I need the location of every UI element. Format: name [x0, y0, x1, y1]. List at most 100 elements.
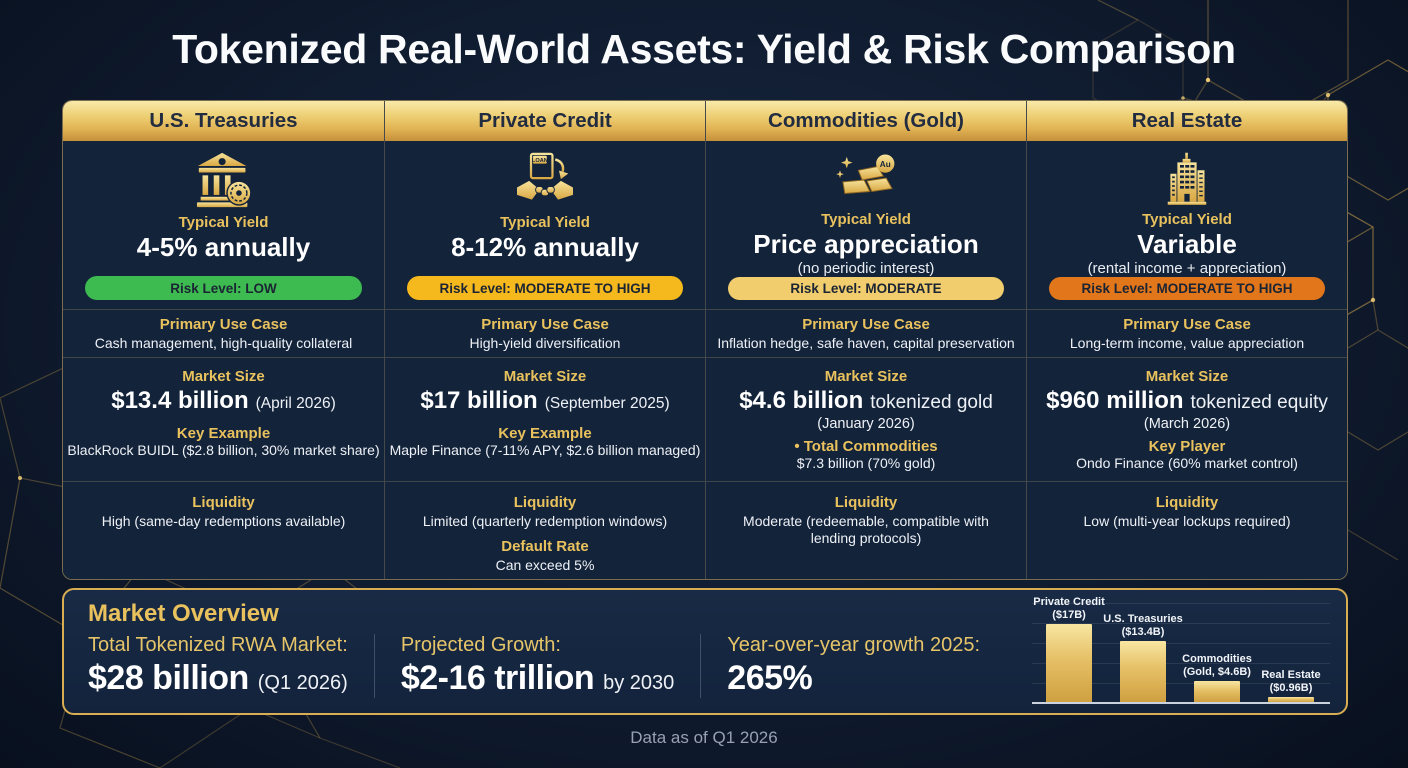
- market-size-value: $960 million: [1046, 387, 1184, 414]
- yield-value: 8-12% annually: [451, 232, 639, 262]
- column-title: Real Estate: [1131, 109, 1243, 132]
- market-size-date: (March 2026): [1143, 416, 1231, 432]
- column-header: Private Credit: [385, 101, 705, 141]
- building-icon: [1159, 151, 1215, 206]
- yield-note: (rental income + appreciation): [1087, 260, 1287, 278]
- stat-suffix: by 2030: [603, 672, 675, 694]
- column-real-estate: Real Estate: [1026, 101, 1347, 579]
- use-case-label: Primary Use Case: [802, 315, 930, 333]
- footer-note: Data as of Q1 2026: [630, 728, 778, 747]
- use-case-text: Long-term income, value appreciation: [1069, 334, 1305, 351]
- chart-bars: Private Credit ($17B) U.S. Treasuries ($13.…: [1032, 596, 1330, 704]
- typical-yield-label: Typical Yield: [1142, 211, 1232, 229]
- market-overview-title: Market Overview: [88, 600, 279, 627]
- chart-bar: [1268, 697, 1314, 702]
- column-header: Commodities (Gold): [706, 101, 1026, 141]
- risk-badge: Risk Level: LOW: [85, 276, 362, 300]
- use-case-cell: Primary Use Case Long-term income, value…: [1027, 309, 1347, 357]
- use-case-label: Primary Use Case: [1123, 315, 1251, 333]
- use-case-label: Primary Use Case: [481, 315, 609, 333]
- chart-bar-label: Private Credit ($17B): [1033, 596, 1105, 622]
- liquidity-text: Limited (quarterly redemption windows): [422, 513, 668, 529]
- yield-cell: LOAN Typical Yield 8-12% annually Risk: [385, 141, 705, 309]
- column-title: Commodities (Gold): [768, 109, 964, 132]
- stat-label: Projected Growth:: [400, 634, 561, 656]
- market-size-date: (September 2025): [544, 395, 670, 412]
- use-case-text: Cash management, high-quality collateral: [94, 334, 353, 351]
- liquidity-text: Moderate (redeemable, compatible with le…: [743, 513, 989, 546]
- yield-value: Variable: [1137, 229, 1237, 260]
- market-size-label: Market Size: [182, 368, 265, 385]
- market-size-bar-chart: Private Credit ($17B) U.S. Treasuries ($13.…: [1032, 596, 1330, 704]
- stat-projected-growth: Projected Growth: $2-16 trillion by 2030: [400, 634, 702, 698]
- yield-value: 4-5% annually: [136, 232, 311, 262]
- market-size-qualifier: tokenized gold: [870, 392, 993, 413]
- stat-value: 265%: [727, 659, 813, 697]
- key-example-text: BlackRock BUIDL ($2.8 billion, 30% marke…: [67, 442, 380, 458]
- chart-bar-group: Private Credit ($17B): [1032, 596, 1106, 702]
- market-size-label: Market Size: [503, 368, 587, 385]
- liquidity-label: Liquidity: [1155, 494, 1219, 511]
- key-player-label: Key Player: [1148, 438, 1226, 455]
- total-commodities-label: • Total Commodities: [794, 438, 938, 455]
- chart-bar-group: U.S. Treasuries ($13.4B): [1103, 612, 1183, 702]
- yield-value: Price appreciation: [753, 229, 979, 260]
- typical-yield-label: Typical Yield: [500, 214, 590, 231]
- default-rate-text: Can exceed 5%: [495, 556, 595, 573]
- column-title: Private Credit: [478, 109, 612, 132]
- liquidity-label: Liquidity: [192, 494, 255, 511]
- column-title: U.S. Treasuries: [149, 109, 298, 132]
- key-example-label: Key Example: [498, 425, 592, 442]
- stat-total-market: Total Tokenized RWA Market: $28 billion …: [88, 634, 375, 698]
- typical-yield-label: Typical Yield: [821, 211, 911, 229]
- stat-label: Total Tokenized RWA Market:: [88, 634, 348, 656]
- use-case-cell: Primary Use Case Cash management, high-q…: [63, 309, 384, 357]
- chart-bar-group: Commodities (Gold, $4.6B): [1180, 653, 1254, 702]
- chart-bar: [1046, 624, 1092, 702]
- total-commodities-text: $7.3 billion (70% gold): [796, 455, 936, 471]
- handshake-loan-icon: LOAN: [515, 151, 575, 209]
- market-size-cell: Market Size $13.4 billion (April 2026) K…: [63, 357, 384, 481]
- stat-label: Year-over-year growth 2025:: [727, 634, 981, 656]
- use-case-text: Inflation hedge, safe haven, capital pre…: [717, 334, 1015, 351]
- stat-yoy-growth: Year-over-year growth 2025: 265%: [727, 634, 1006, 698]
- chart-bar-group: Real Estate ($0.96B): [1254, 669, 1328, 702]
- chart-bar-label: Real Estate ($0.96B): [1261, 669, 1321, 695]
- liquidity-cell: Liquidity Low (multi-year lockups requir…: [1027, 481, 1347, 579]
- column-us-treasuries: U.S. Treasuries Typical Y: [63, 101, 384, 579]
- page-title: Tokenized Real-World Assets: Yield & Ris…: [172, 26, 1236, 72]
- key-example-label: Key Example: [176, 425, 271, 442]
- svg-text:LOAN: LOAN: [532, 158, 548, 164]
- key-player-text: Ondo Finance (60% market control): [1076, 455, 1298, 471]
- market-overview-panel: Market Overview Total Tokenized RWA Mark…: [62, 588, 1348, 715]
- market-size-label: Market Size: [1145, 368, 1229, 385]
- comparison-table: U.S. Treasuries Typical Y: [62, 100, 1348, 580]
- risk-badge: Risk Level: MODERATE: [728, 277, 1004, 300]
- yield-cell: Typical Yield Variable (rental income + …: [1027, 141, 1347, 309]
- market-size-qualifier: tokenized equity: [1190, 392, 1328, 413]
- liquidity-text: High (same-day redemptions available): [101, 513, 346, 529]
- market-overview-stats: Total Tokenized RWA Market: $28 billion …: [88, 634, 1032, 698]
- gold-bars-icon: Au: [835, 151, 897, 206]
- column-header: Real Estate: [1027, 101, 1347, 141]
- chart-bar: [1194, 680, 1240, 702]
- column-commodities-gold: Commodities (Gold) Au Typical Yield Pric…: [705, 101, 1026, 579]
- market-size-label: Market Size: [824, 368, 908, 385]
- liquidity-text: Low (multi-year lockups required): [1083, 513, 1291, 529]
- svg-text:Au: Au: [880, 159, 891, 168]
- yield-cell: Au Typical Yield Price appreciation (no …: [706, 141, 1026, 309]
- market-size-cell: Market Size $4.6 billion tokenized gold …: [706, 357, 1026, 481]
- market-size-date: (April 2026): [255, 395, 336, 412]
- market-size-value: $4.6 billion: [739, 387, 864, 414]
- bank-icon: [194, 151, 254, 209]
- column-private-credit: Private Credit LOAN: [384, 101, 705, 579]
- key-example-text: Maple Finance (7-11% APY, $2.6 billion m…: [389, 442, 701, 458]
- yield-note: (no periodic interest): [797, 260, 935, 278]
- yield-cell: Typical Yield 4-5% annually Risk Level: …: [63, 141, 384, 309]
- market-size-value: $13.4 billion: [111, 387, 249, 414]
- chart-bar-label: Commodities (Gold, $4.6B): [1182, 652, 1252, 678]
- market-size-date: (January 2026): [817, 416, 915, 432]
- column-header: U.S. Treasuries: [63, 101, 384, 141]
- chart-bar: [1120, 640, 1166, 702]
- chart-bar-label: U.S. Treasuries ($13.4B): [1103, 612, 1183, 638]
